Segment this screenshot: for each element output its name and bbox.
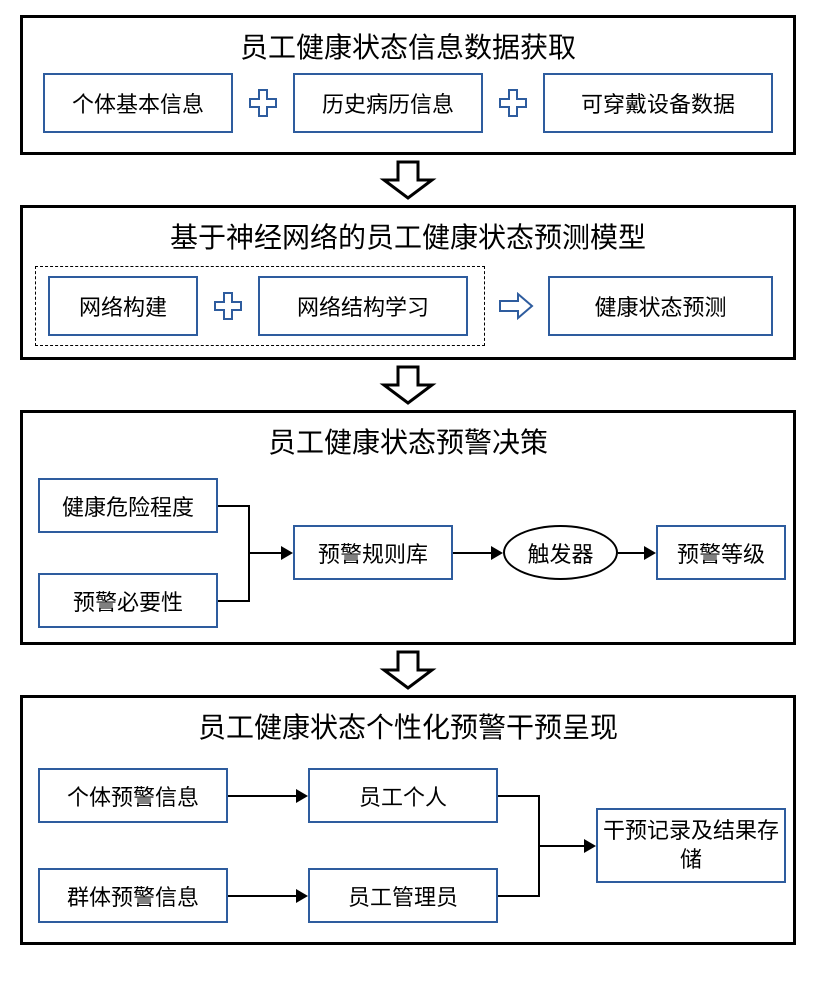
arrow-head-icon — [644, 546, 656, 560]
s4-box1-label: 个体预警信息 — [67, 780, 199, 812]
s4-box4-label: 员工管理员 — [348, 880, 458, 912]
section4-title: 员工健康状态个性化预警干预呈现 — [23, 698, 793, 754]
s3-ellipse-label: 触发器 — [527, 537, 593, 569]
connector-line — [228, 895, 298, 897]
right-arrow-icon — [498, 292, 534, 320]
arrow-head-icon — [296, 889, 308, 903]
section-data-acquisition: 员工健康状态信息数据获取 个体基本信息 历史病历信息 可穿戴设备数据 — [20, 15, 796, 155]
s4-box5-label: 干预记录及结果存储 — [602, 817, 780, 874]
section-intervention: 员工健康状态个性化预警干预呈现 个体预警信息 群体预警信息 员工个人 员工管理员… — [20, 695, 796, 945]
connector-line — [228, 795, 298, 797]
box-storage: 干预记录及结果存储 — [596, 808, 786, 883]
arrow-head-icon — [584, 839, 596, 853]
box2-label: 历史病历信息 — [322, 87, 454, 119]
box-history: 历史病历信息 — [293, 73, 483, 133]
s3-box3-label: 预警规则库 — [318, 537, 428, 569]
section-prediction-model: 基于神经网络的员工健康状态预测模型 网络构建 网络结构学习 健康状态预测 — [20, 205, 796, 360]
section2-title: 基于神经网络的员工健康状态预测模型 — [23, 208, 793, 264]
box3-label: 可穿戴设备数据 — [581, 87, 735, 119]
connector-line — [248, 552, 283, 554]
box-individual-warning: 个体预警信息 — [38, 768, 228, 823]
arrow-head-icon — [491, 546, 503, 560]
s2-box3-label: 健康状态预测 — [594, 290, 726, 322]
connector-line — [453, 552, 493, 554]
s3-box4-label: 预警等级 — [677, 537, 765, 569]
arrow-head-icon — [296, 789, 308, 803]
connector-line — [218, 600, 248, 602]
section3-title: 员工健康状态预警决策 — [23, 413, 793, 469]
connector-line — [218, 505, 248, 507]
box-admin: 员工管理员 — [308, 868, 498, 923]
box-warning-level: 预警等级 — [656, 525, 786, 580]
box-employee: 员工个人 — [308, 768, 498, 823]
box-network-build: 网络构建 — [48, 276, 198, 336]
box-group-warning: 群体预警信息 — [38, 868, 228, 923]
box-wearable: 可穿戴设备数据 — [543, 73, 773, 133]
section-warning-decision: 员工健康状态预警决策 健康危险程度 预警必要性 预警规则库 触发器 预警等级 — [20, 410, 796, 645]
arrow-head-icon — [281, 546, 293, 560]
box-warning-necessity: 预警必要性 — [38, 573, 218, 628]
down-arrow-icon — [378, 160, 438, 200]
plus-icon — [248, 88, 278, 118]
connector-line — [498, 795, 538, 797]
down-arrow-icon — [378, 365, 438, 405]
ellipse-trigger: 触发器 — [503, 525, 618, 580]
box-health-predict: 健康状态预测 — [548, 276, 773, 336]
box-risk-level: 健康危险程度 — [38, 478, 218, 533]
s2-box1-label: 网络构建 — [79, 290, 167, 322]
connector-line — [538, 845, 586, 847]
box-rule-base: 预警规则库 — [293, 525, 453, 580]
down-arrow-icon — [378, 650, 438, 690]
connector-line — [498, 895, 538, 897]
connector-line — [618, 552, 646, 554]
s3-box1-label: 健康危险程度 — [62, 490, 194, 522]
plus-icon — [213, 291, 243, 321]
box-network-learn: 网络结构学习 — [258, 276, 468, 336]
s4-box2-label: 群体预警信息 — [67, 880, 199, 912]
plus-icon — [498, 88, 528, 118]
section1-title: 员工健康状态信息数据获取 — [23, 18, 793, 74]
box-basic-info: 个体基本信息 — [43, 73, 233, 133]
s4-box3-label: 员工个人 — [359, 780, 447, 812]
s3-box2-label: 预警必要性 — [73, 585, 183, 617]
s2-box2-label: 网络结构学习 — [297, 290, 429, 322]
box1-label: 个体基本信息 — [72, 87, 204, 119]
